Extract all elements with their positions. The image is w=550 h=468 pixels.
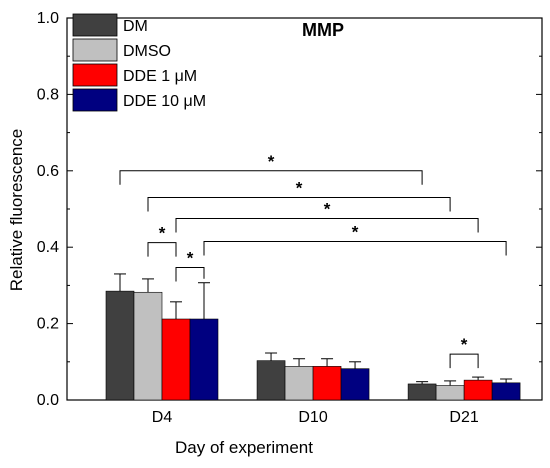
legend-label: DM — [123, 18, 148, 35]
legend-label: DDE 1 μM — [123, 68, 197, 85]
legend-label: DMSO — [123, 43, 171, 60]
x-axis-title: Day of experiment — [175, 438, 313, 457]
significance-star: * — [461, 335, 468, 354]
x-tick-label: D10 — [298, 409, 327, 426]
significance-star: * — [159, 224, 166, 243]
legend-swatch — [72, 88, 118, 112]
y-axis-title: Relative fluorescence — [7, 129, 26, 292]
chart-title: MMP — [302, 20, 344, 40]
y-tick-label: 0.2 — [37, 316, 59, 333]
bar — [161, 318, 191, 401]
significance-star: * — [268, 152, 275, 171]
bar — [340, 368, 370, 401]
significance-bracket — [175, 218, 479, 233]
legend: DM DMSO DDE 1 μM DDE 10 μM — [72, 13, 206, 112]
bar — [284, 366, 314, 401]
bar — [491, 382, 521, 401]
significance-bracket — [203, 240, 507, 256]
x-tick-label: D21 — [449, 409, 478, 426]
bar — [463, 379, 493, 401]
significance-bracket — [147, 242, 177, 257]
y-tick-label: 0.6 — [37, 163, 59, 180]
significance-bracket — [449, 353, 479, 369]
bar — [105, 290, 135, 401]
bar — [133, 291, 163, 401]
legend-label: DDE 10 μM — [123, 93, 206, 110]
significance-bracket — [147, 197, 451, 212]
bar — [189, 318, 219, 401]
bars-group — [105, 290, 521, 401]
significance-star: * — [187, 248, 194, 267]
y-tick-label: 0.8 — [37, 86, 59, 103]
significance-bracket — [119, 170, 423, 185]
significance-star: * — [296, 179, 303, 198]
significance-brackets-group: * * * * * * * — [119, 152, 507, 369]
bar — [312, 366, 342, 401]
bar — [407, 383, 437, 401]
significance-star: * — [352, 222, 359, 241]
y-tick-label: 0.0 — [37, 392, 59, 409]
error-bars-group — [114, 273, 513, 386]
bar — [256, 360, 286, 401]
legend-swatch — [72, 38, 118, 62]
significance-star: * — [324, 200, 331, 219]
legend-swatch — [72, 13, 118, 37]
significance-bracket — [175, 266, 205, 282]
x-tick-label: D4 — [152, 409, 173, 426]
bar — [435, 385, 465, 401]
legend-swatch — [72, 63, 118, 87]
y-tick-label: 1.0 — [37, 10, 59, 27]
y-tick-label: 0.4 — [37, 239, 59, 256]
